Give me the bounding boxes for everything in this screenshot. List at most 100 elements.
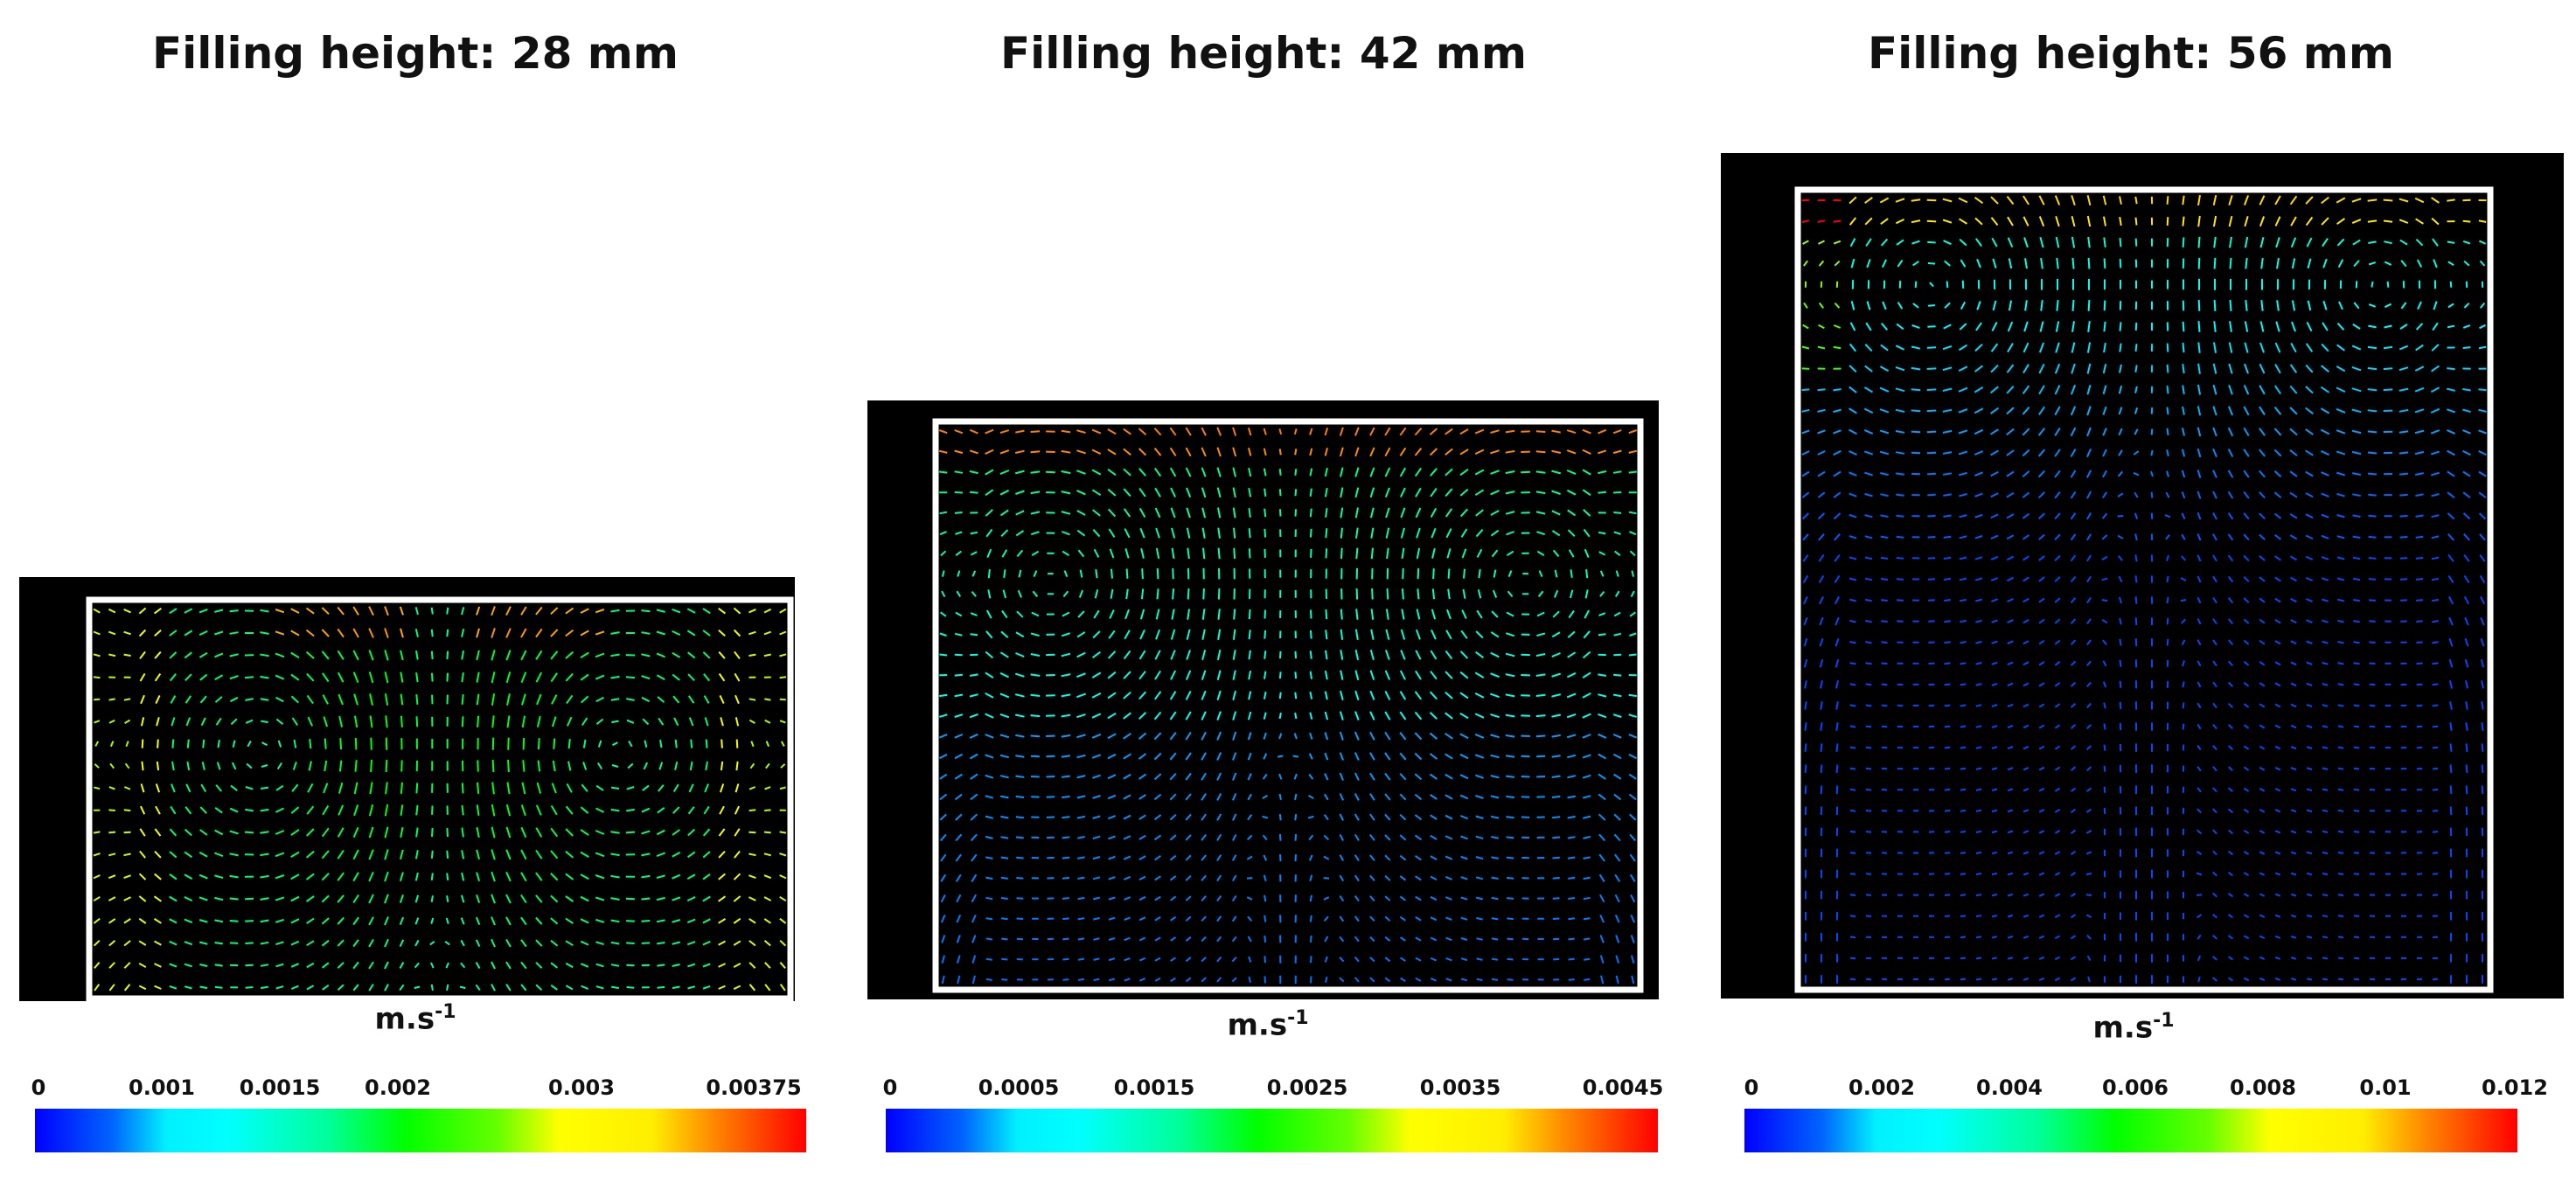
velocity-vector [1801, 388, 1810, 392]
velocity-vector [2322, 704, 2329, 707]
panel-1-colorbar-tick: 0.0015 [239, 1075, 321, 1100]
velocity-vector [1015, 631, 1025, 638]
velocity-vector [399, 984, 405, 991]
velocity-vector [2274, 364, 2281, 374]
velocity-vector [476, 826, 480, 839]
velocity-vector [1233, 527, 1236, 539]
velocity-vector [2306, 598, 2313, 602]
velocity-vector [2322, 978, 2329, 981]
velocity-vector [2197, 195, 2201, 206]
velocity-vector [1582, 754, 1591, 759]
velocity-vector [1077, 856, 1085, 859]
velocity-vector [1833, 324, 1841, 329]
velocity-vector [1107, 671, 1117, 679]
velocity-vector [1076, 651, 1086, 658]
velocity-vector [1992, 258, 1997, 268]
velocity-vector [1820, 701, 1823, 710]
velocity-vector [1294, 713, 1298, 720]
velocity-vector [2197, 236, 2201, 248]
velocity-vector [1818, 302, 1825, 309]
velocity-vector [1818, 554, 1825, 562]
velocity-vector [491, 628, 496, 638]
velocity-vector [999, 489, 1010, 496]
panel-1-velocity-field [19, 577, 795, 1001]
velocity-vector [941, 975, 945, 985]
velocity-vector [505, 984, 512, 992]
velocity-vector [1339, 752, 1344, 761]
velocity-vector [999, 651, 1009, 658]
velocity-vector [1202, 588, 1205, 600]
velocity-vector [2243, 829, 2250, 834]
velocity-vector [1340, 507, 1344, 518]
velocity-vector [2038, 724, 2045, 729]
velocity-vector [169, 651, 178, 659]
velocity-vector [1186, 507, 1191, 518]
velocity-vector [1491, 957, 1499, 961]
velocity-vector [999, 470, 1010, 476]
velocity-vector [763, 874, 772, 880]
velocity-vector [1505, 693, 1515, 698]
velocity-vector [2244, 236, 2249, 248]
velocity-vector [735, 717, 740, 727]
velocity-vector [1216, 649, 1222, 661]
velocity-vector [2479, 574, 2486, 584]
velocity-vector [718, 873, 726, 880]
velocity-vector [2432, 238, 2439, 247]
velocity-vector [1061, 775, 1070, 778]
velocity-vector [1185, 690, 1192, 700]
velocity-vector [2321, 534, 2329, 539]
velocity-vector [1033, 570, 1038, 577]
velocity-vector [2244, 342, 2249, 353]
velocity-vector [338, 782, 344, 794]
velocity-vector [1093, 978, 1100, 982]
velocity-vector [2039, 237, 2044, 248]
velocity-vector [1926, 367, 1937, 370]
velocity-vector [1309, 671, 1312, 679]
velocity-vector [444, 940, 450, 946]
velocity-vector [1399, 691, 1407, 700]
velocity-vector [779, 786, 786, 790]
velocity-vector [1927, 472, 1936, 476]
velocity-vector [352, 939, 359, 948]
velocity-vector [780, 741, 785, 747]
velocity-vector [779, 630, 787, 636]
velocity-vector [1030, 755, 1040, 758]
velocity-vector [2291, 258, 2296, 269]
velocity-vector [1817, 345, 1826, 350]
velocity-vector [491, 759, 495, 773]
velocity-vector [2307, 258, 2312, 269]
velocity-vector [2085, 808, 2092, 813]
velocity-vector [1107, 449, 1117, 456]
velocity-vector [956, 894, 962, 903]
velocity-vector [1926, 451, 1937, 455]
velocity-vector [2244, 216, 2249, 227]
velocity-vector [1474, 449, 1485, 456]
velocity-vector [1942, 366, 1953, 372]
velocity-vector [1154, 854, 1161, 861]
velocity-vector [1506, 836, 1514, 839]
velocity-vector [1140, 547, 1145, 559]
velocity-vector [550, 873, 559, 881]
velocity-vector [1583, 630, 1591, 639]
velocity-vector [2196, 872, 2203, 876]
velocity-vector [368, 628, 374, 638]
velocity-vector [1185, 957, 1192, 963]
velocity-vector [956, 590, 962, 597]
velocity-vector [2462, 388, 2471, 392]
velocity-vector [765, 741, 770, 748]
velocity-vector [138, 985, 147, 991]
velocity-vector [1848, 386, 1857, 393]
velocity-vector [1354, 427, 1360, 436]
velocity-vector [1247, 773, 1252, 781]
velocity-vector [1430, 916, 1438, 922]
velocity-vector [245, 986, 254, 989]
velocity-vector [491, 672, 496, 684]
velocity-vector [940, 894, 946, 903]
velocity-vector [1991, 872, 1998, 876]
velocity-vector [733, 873, 741, 880]
velocity-vector [2465, 680, 2468, 689]
velocity-vector [955, 531, 963, 535]
velocity-vector [688, 783, 694, 793]
velocity-vector [1991, 661, 1998, 665]
velocity-vector [2227, 639, 2234, 645]
